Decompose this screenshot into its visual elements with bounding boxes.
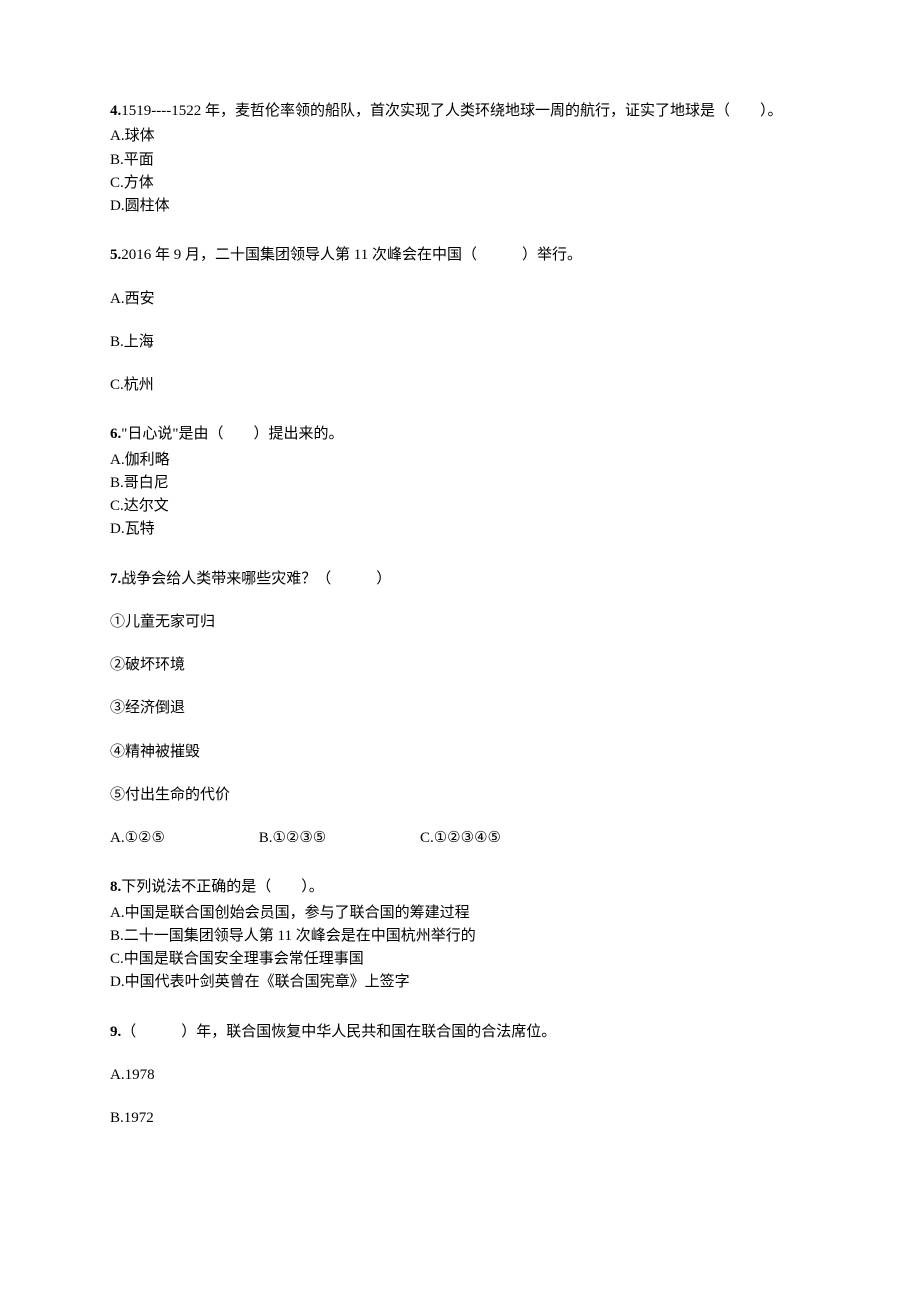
question-6-number: 6. bbox=[110, 426, 121, 442]
question-7: 7.战争会给人类带来哪些灾难？（ ） ①儿童无家可归 ②破坏环境 ③经济倒退 ④… bbox=[110, 568, 810, 851]
question-4-option-c: C.方体 bbox=[110, 172, 810, 195]
question-5-option-b: B.上海 bbox=[110, 331, 810, 354]
question-5-number: 5. bbox=[110, 247, 121, 263]
question-5-option-c: C.杭州 bbox=[110, 374, 810, 397]
question-7-option-b: B.①②③⑤ bbox=[259, 827, 327, 850]
question-7-item-3: ③经济倒退 bbox=[110, 697, 810, 720]
question-7-item-1: ①儿童无家可归 bbox=[110, 611, 810, 634]
question-6-option-c: C.达尔文 bbox=[110, 495, 810, 518]
question-8-stem: 8.下列说法不正确的是（ ）。 bbox=[110, 876, 810, 899]
question-8: 8.下列说法不正确的是（ ）。 A.中国是联合国创始会员国，参与了联合国的筹建过… bbox=[110, 876, 810, 994]
question-9-text: （ ）年，联合国恢复中华人民共和国在联合国的合法席位。 bbox=[121, 1024, 556, 1040]
question-9-option-b: B.1972 bbox=[110, 1107, 810, 1130]
question-7-item-5: ⑤付出生命的代价 bbox=[110, 784, 810, 807]
question-7-item-2: ②破坏环境 bbox=[110, 654, 810, 677]
question-7-stem: 7.战争会给人类带来哪些灾难？（ ） bbox=[110, 568, 810, 591]
question-4-stem: 4.1519----1522 年，麦哲伦率领的船队，首次实现了人类环绕地球一周的… bbox=[110, 100, 810, 123]
question-6-option-b: B.哥白尼 bbox=[110, 472, 810, 495]
question-6: 6."日心说"是由（ ）提出来的。 A.伽利略 B.哥白尼 C.达尔文 D.瓦特 bbox=[110, 423, 810, 541]
question-9: 9.（ ）年，联合国恢复中华人民共和国在联合国的合法席位。 A.1978 B.1… bbox=[110, 1021, 810, 1131]
question-4-option-d: D.圆柱体 bbox=[110, 195, 810, 218]
question-4-option-a: A.球体 bbox=[110, 125, 810, 148]
question-8-option-c: C.中国是联合国安全理事会常任理事国 bbox=[110, 948, 810, 971]
question-7-number: 7. bbox=[110, 571, 121, 587]
question-5-text: 2016 年 9 月，二十国集团领导人第 11 次峰会在中国（ ）举行。 bbox=[121, 247, 582, 263]
question-8-option-b: B.二十一国集团领导人第 11 次峰会是在中国杭州举行的 bbox=[110, 925, 810, 948]
question-7-text: 战争会给人类带来哪些灾难？（ ） bbox=[121, 571, 391, 587]
question-8-text: 下列说法不正确的是（ ）。 bbox=[121, 879, 324, 895]
question-6-option-a: A.伽利略 bbox=[110, 449, 810, 472]
question-5-stem: 5.2016 年 9 月，二十国集团领导人第 11 次峰会在中国（ ）举行。 bbox=[110, 244, 810, 267]
question-9-number: 9. bbox=[110, 1024, 121, 1040]
question-4-number: 4. bbox=[110, 103, 121, 119]
question-9-stem: 9.（ ）年，联合国恢复中华人民共和国在联合国的合法席位。 bbox=[110, 1021, 810, 1044]
question-9-option-a: A.1978 bbox=[110, 1064, 810, 1087]
question-7-option-c: C.①②③④⑤ bbox=[420, 827, 501, 850]
question-4-option-b: B.平面 bbox=[110, 149, 810, 172]
question-8-number: 8. bbox=[110, 879, 121, 895]
question-6-stem: 6."日心说"是由（ ）提出来的。 bbox=[110, 423, 810, 446]
question-5-option-a: A.西安 bbox=[110, 288, 810, 311]
question-8-option-d: D.中国代表叶剑英曾在《联合国宪章》上签字 bbox=[110, 971, 810, 994]
question-6-option-d: D.瓦特 bbox=[110, 518, 810, 541]
question-6-text: "日心说"是由（ ）提出来的。 bbox=[121, 426, 343, 442]
question-5: 5.2016 年 9 月，二十国集团领导人第 11 次峰会在中国（ ）举行。 A… bbox=[110, 244, 810, 397]
question-8-option-a: A.中国是联合国创始会员国，参与了联合国的筹建过程 bbox=[110, 902, 810, 925]
question-4-text: 1519----1522 年，麦哲伦率领的船队，首次实现了人类环绕地球一周的航行… bbox=[121, 103, 782, 119]
question-7-options: A.①②⑤ B.①②③⑤ C.①②③④⑤ bbox=[110, 827, 810, 850]
question-7-option-a: A.①②⑤ bbox=[110, 827, 165, 850]
question-4: 4.1519----1522 年，麦哲伦率领的船队，首次实现了人类环绕地球一周的… bbox=[110, 100, 810, 218]
question-7-item-4: ④精神被摧毁 bbox=[110, 741, 810, 764]
